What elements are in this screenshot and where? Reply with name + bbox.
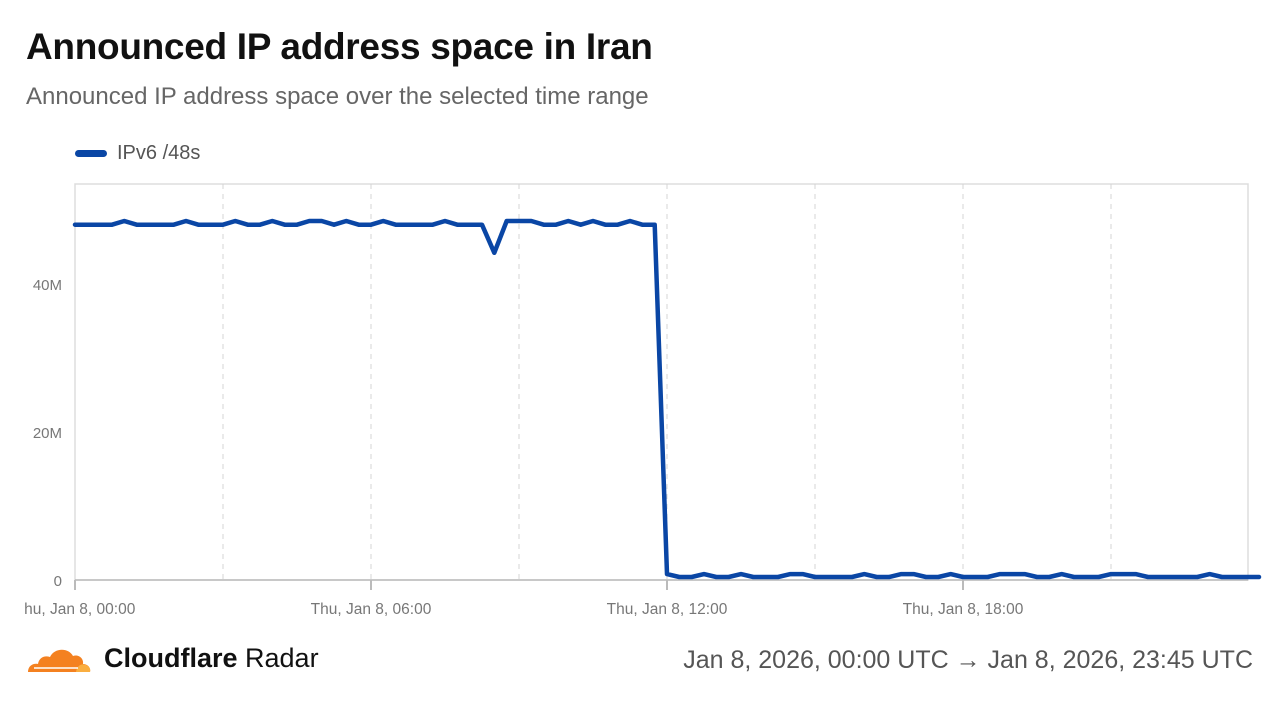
x-tick-label: Thu, Jan 8, 00:00 (15, 601, 136, 618)
axes (74, 579, 1248, 590)
x-tick-label: Thu, Jan 8, 06:00 (311, 601, 432, 618)
y-tick-label: 0 (54, 573, 62, 590)
y-axis-labels: 0 20M 40M (33, 277, 62, 590)
page-title: Announced IP address space in Iran (26, 26, 653, 67)
cloudflare-radar-logo: Cloudflare Radar (26, 643, 319, 674)
y-tick-label: 40M (33, 277, 62, 294)
cloudflare-cloud-icon (28, 649, 91, 672)
x-axis-labels: Thu, Jan 8, 00:00 Thu, Jan 8, 06:00 Thu, J… (15, 601, 1024, 618)
page-subtitle: Announced IP address space over the sele… (26, 83, 649, 110)
x-tick-label: Thu, Jan 8, 12:00 (607, 601, 728, 618)
legend-label: IPv6 /48s (117, 142, 201, 164)
series-line-ipv6[interactable] (72, 218, 1262, 580)
x-tick-label: Thu, Jan 8, 18:00 (903, 601, 1024, 618)
brand-product: Radar (245, 643, 319, 673)
legend-swatch (75, 150, 107, 157)
brand-name: Cloudflare (104, 643, 238, 673)
y-tick-label: 20M (33, 425, 62, 442)
legend[interactable]: IPv6 /48s (75, 142, 200, 165)
date-range: Jan 8, 2026, 00:00 UTC → Jan 8, 2026, 23… (683, 646, 1253, 674)
